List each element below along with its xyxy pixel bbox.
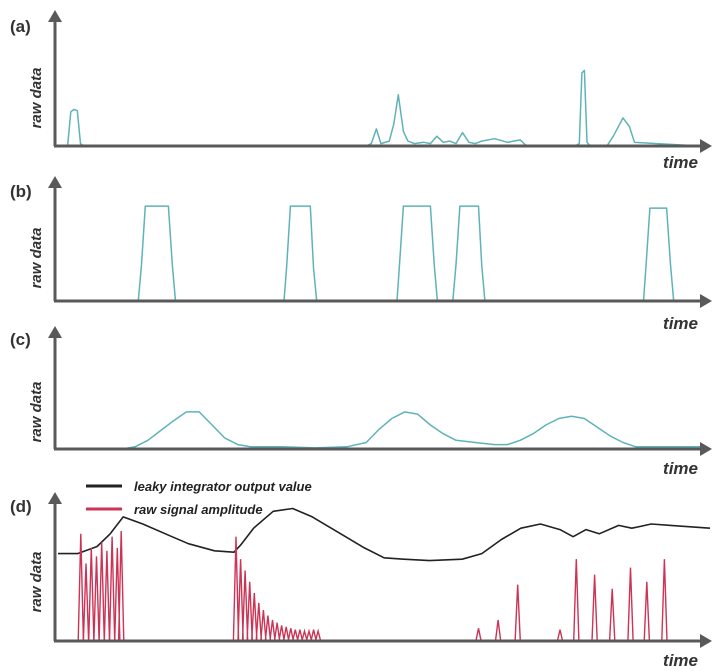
- spike-mark: [301, 628, 308, 642]
- panel-b-label: (b): [10, 182, 32, 201]
- spike-mark: [88, 547, 95, 642]
- panel-a: (a) raw data time: [10, 10, 712, 172]
- spike-mark: [278, 625, 285, 642]
- panel-d-x-axis-label: time: [663, 651, 698, 670]
- y-axis-arrowhead: [48, 326, 62, 338]
- panel-a-label: (a): [10, 17, 31, 36]
- spike-mark: [251, 593, 258, 642]
- spike-mark: [305, 628, 313, 642]
- panel-d: (d) raw data time leaky integrator outpu…: [10, 479, 712, 670]
- spike-mark: [661, 559, 668, 642]
- spike-mark: [643, 581, 651, 642]
- panel-d-label: (d): [10, 497, 32, 516]
- spike-mark: [296, 629, 304, 642]
- panel-c-y-axis-label: raw data: [28, 382, 45, 443]
- spike-mark: [494, 619, 502, 642]
- spike-mark: [103, 550, 111, 642]
- panel-a-x-axis-label: time: [663, 153, 698, 172]
- spike-mark: [108, 536, 116, 642]
- spike-mark: [282, 626, 290, 642]
- spike-mark: [98, 542, 105, 642]
- legend-label-raw-signal: raw signal amplitude: [134, 502, 263, 517]
- spike-mark: [314, 628, 322, 642]
- panel-b-x-axis-label: time: [663, 314, 698, 333]
- spike-mark: [117, 530, 125, 642]
- spike-mark: [241, 570, 249, 642]
- spike-mark: [93, 556, 100, 642]
- spike-mark: [237, 559, 244, 642]
- series-line: [58, 205, 700, 302]
- x-axis-arrowhead: [700, 139, 712, 153]
- panel-b: (b) raw data time: [10, 176, 712, 333]
- panel-c: (c) raw data time: [10, 326, 712, 478]
- spike-mark: [514, 584, 521, 642]
- y-axis-arrowhead: [48, 176, 62, 188]
- spike-mark: [627, 567, 634, 642]
- spike-mark: [255, 602, 263, 642]
- series-raw-signal-amplitude: [77, 530, 668, 642]
- spike-mark: [556, 629, 564, 642]
- legend: leaky integrator output value raw signal…: [86, 479, 312, 517]
- x-axis-arrowhead: [700, 294, 712, 308]
- spike-mark: [246, 581, 253, 642]
- x-axis-arrowhead: [700, 442, 712, 456]
- y-axis-arrowhead: [48, 10, 62, 22]
- spike-mark: [77, 533, 85, 642]
- spike-mark: [608, 588, 616, 642]
- series-leaky-integrator-output-value: [58, 507, 711, 562]
- spike-mark: [264, 615, 272, 642]
- spike-mark: [287, 628, 295, 642]
- spike-mark: [260, 609, 267, 642]
- spike-mark: [82, 563, 90, 642]
- spike-mark: [232, 536, 240, 642]
- spike-mark: [292, 629, 299, 642]
- spike-mark: [310, 629, 317, 642]
- panel-c-label: (c): [10, 330, 31, 349]
- legend-label-leaky-integrator: leaky integrator output value: [134, 479, 312, 494]
- spike-mark: [273, 622, 281, 642]
- panel-a-y-axis-label: raw data: [28, 68, 45, 129]
- panel-b-y-axis-label: raw data: [28, 228, 45, 289]
- series-line: [58, 411, 700, 450]
- y-axis-arrowhead: [48, 492, 62, 504]
- panel-d-y-axis-label: raw data: [28, 552, 45, 613]
- x-axis-arrowhead: [700, 634, 712, 648]
- spike-mark: [269, 619, 276, 642]
- spike-mark: [591, 574, 598, 642]
- panel-c-x-axis-label: time: [663, 459, 698, 478]
- series-line: [58, 69, 701, 147]
- spike-mark: [475, 628, 482, 642]
- spike-mark: [573, 559, 580, 642]
